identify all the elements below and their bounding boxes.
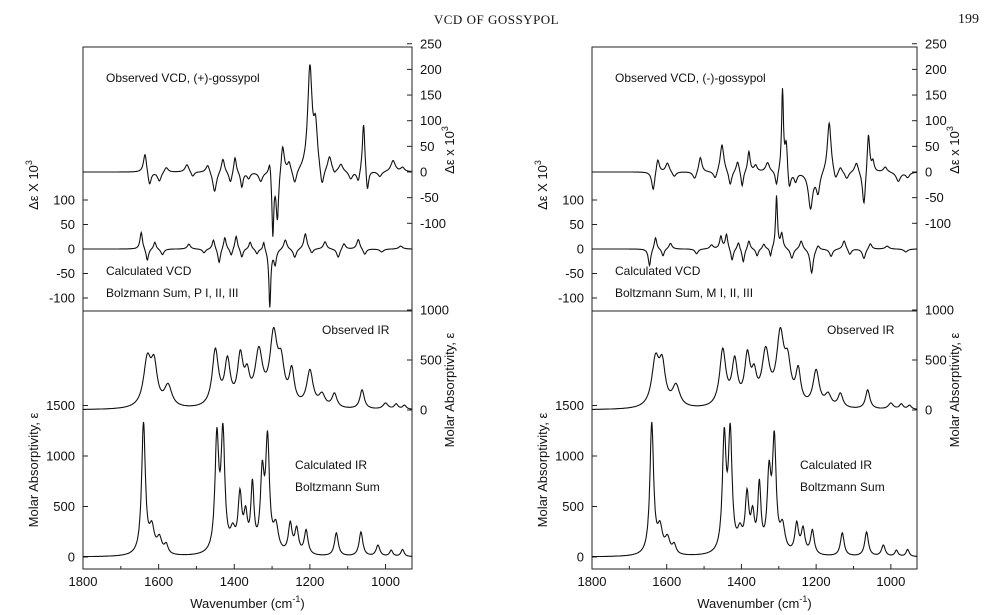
x-tick-label: 1000 xyxy=(371,574,400,589)
vcd-right-axis-tick-label: 100 xyxy=(420,113,442,128)
calculated-vcd-label: Calculated VCD xyxy=(615,264,701,278)
vcd-left-axis-tick-label: 0 xyxy=(577,242,584,257)
calculated-vcd-sum-label: Boltzmann Sum, M I, II, III xyxy=(615,286,753,300)
observed-vcd-label: Observed VCD, (+)-gossypol xyxy=(106,71,260,85)
observed-ir-label: Observed IR xyxy=(827,323,895,337)
ir-left-axis-tick-label: 0 xyxy=(577,550,584,565)
observed-ir-label: Observed IR xyxy=(322,323,390,337)
ir-left-axis-tick-label: 500 xyxy=(562,499,584,514)
vcd-left-axis-tick-label: 50 xyxy=(570,217,584,232)
calculated-ir-trace xyxy=(592,421,917,558)
x-tick-label: 1400 xyxy=(220,574,249,589)
x-axis-title: Wavenumber (cm-1) xyxy=(697,594,811,611)
x-tick-label: 1600 xyxy=(144,574,173,589)
ir-left-axis-title: Molar Absorptivity, ε xyxy=(535,412,550,527)
vcd-right-axis-tick-label: -50 xyxy=(420,190,439,205)
vcd-right-axis-tick-label: 250 xyxy=(925,36,947,51)
ir-left-axis-tick-label: 0 xyxy=(68,550,75,565)
vcd-left-axis-tick-label: -100 xyxy=(558,291,584,306)
vcd-left-axis-tick-label: -100 xyxy=(49,291,75,306)
ir-left-axis-title: Molar Absorptivity, ε xyxy=(26,412,41,527)
vcd-right-axis-tick-label: -50 xyxy=(925,190,944,205)
vcd-right-axis-tick-label: 100 xyxy=(925,113,947,128)
vcd-left-axis-tick-label: 50 xyxy=(61,217,75,232)
vcd-right-axis-tick-label: 50 xyxy=(420,139,434,154)
x-tick-label: 1600 xyxy=(652,574,681,589)
vcd-right-axis-tick-label: -100 xyxy=(420,216,446,231)
observed-vcd-trace xyxy=(83,64,412,237)
vcd-right-axis-title: Δε x 103 xyxy=(440,126,457,174)
vcd-right-axis-tick-label: 50 xyxy=(925,139,939,154)
vcd-left-axis-tick-label: 100 xyxy=(562,193,584,208)
right-panel: 250200150100500-50-100100500-50-10010005… xyxy=(533,36,962,611)
ir-frame xyxy=(591,310,918,570)
x-tick-label: 1000 xyxy=(876,574,905,589)
calculated-vcd-label: Calculated VCD xyxy=(106,264,192,278)
vcd-left-axis-tick-label: 0 xyxy=(68,242,75,257)
x-tick-label: 1200 xyxy=(802,574,831,589)
ir-frame xyxy=(82,310,413,570)
ir-right-axis-tick-label: 500 xyxy=(925,353,947,368)
running-title: VCD OF GOSSYPOL xyxy=(433,12,560,27)
calculated-ir-label: Calculated IR xyxy=(295,458,367,472)
ir-left-axis-tick-label: 500 xyxy=(53,499,75,514)
vcd-right-axis-tick-label: 200 xyxy=(420,62,442,77)
page-number: 199 xyxy=(958,12,979,27)
ir-right-axis-tick-label: 0 xyxy=(420,403,427,418)
calculated-vcd-trace xyxy=(592,195,917,275)
calculated-ir-sum-label: Boltzmann Sum xyxy=(295,480,380,494)
ir-right-axis-title: Molar Absorptivity, ε xyxy=(947,332,962,447)
ir-right-axis-tick-label: 500 xyxy=(420,353,442,368)
ir-right-axis-tick-label: 0 xyxy=(925,403,932,418)
observed-ir-trace xyxy=(592,326,918,410)
calculated-vcd-sum-label: Bolzmann Sum, P I, II, III xyxy=(106,286,239,300)
vcd-right-axis-tick-label: 0 xyxy=(925,165,932,180)
x-axis-title: Wavenumber (cm-1) xyxy=(190,594,304,611)
vcd-left-axis-tick-label: 100 xyxy=(53,193,75,208)
vcd-right-axis-tick-label: 150 xyxy=(925,88,947,103)
calculated-vcd-trace xyxy=(83,230,412,308)
calculated-ir-trace xyxy=(83,421,412,558)
vcd-right-axis-tick-label: 0 xyxy=(420,165,427,180)
x-tick-label: 1800 xyxy=(69,574,98,589)
x-tick-label: 1800 xyxy=(578,574,607,589)
vcd-left-axis-title: Δε X 103 xyxy=(533,160,550,210)
left-panel: 250200150100500-50-100100500-50-10010005… xyxy=(24,36,457,611)
vcd-right-axis-tick-label: 250 xyxy=(420,36,442,51)
vcd-left-axis-title: Δε X 103 xyxy=(24,160,41,210)
observed-ir-trace xyxy=(83,326,413,410)
ir-right-axis-title: Molar Absorptivity, ε xyxy=(442,332,457,447)
ir-left-axis-tick-label: 1500 xyxy=(46,398,75,413)
ir-left-axis-tick-label: 1000 xyxy=(555,449,584,464)
vcd-left-axis-tick-label: -50 xyxy=(56,266,75,281)
x-tick-label: 1400 xyxy=(727,574,756,589)
vcd-right-axis-title: Δε x 103 xyxy=(945,126,962,174)
vcd-right-axis-tick-label: 200 xyxy=(925,62,947,77)
calculated-ir-label: Calculated IR xyxy=(800,458,872,472)
vcd-right-axis-tick-label: -100 xyxy=(925,216,951,231)
calculated-ir-sum-label: Boltzmann Sum xyxy=(800,480,885,494)
ir-right-axis-tick-label: 1000 xyxy=(925,303,954,318)
ir-left-axis-tick-label: 1500 xyxy=(555,398,584,413)
vcd-right-axis-tick-label: 150 xyxy=(420,88,442,103)
ir-right-axis-tick-label: 1000 xyxy=(420,303,449,318)
observed-vcd-label: Observed VCD, (-)-gossypol xyxy=(615,71,766,85)
vcd-left-axis-tick-label: -50 xyxy=(565,266,584,281)
observed-vcd-trace xyxy=(592,88,917,211)
x-tick-label: 1200 xyxy=(295,574,324,589)
ir-left-axis-tick-label: 1000 xyxy=(46,449,75,464)
